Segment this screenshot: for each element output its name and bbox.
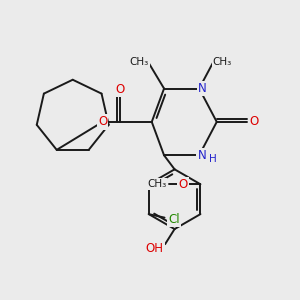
Text: O: O [116,83,125,96]
Text: OH: OH [146,242,164,255]
Text: CH₃: CH₃ [212,57,232,67]
Text: N: N [198,149,206,162]
Text: CH₃: CH₃ [130,57,149,67]
Text: O: O [98,116,107,128]
Text: O: O [178,178,188,191]
Text: N: N [198,82,207,95]
Text: Cl: Cl [168,213,180,226]
Text: H: H [209,154,216,164]
Text: O: O [249,116,258,128]
Text: CH₃: CH₃ [147,179,166,189]
